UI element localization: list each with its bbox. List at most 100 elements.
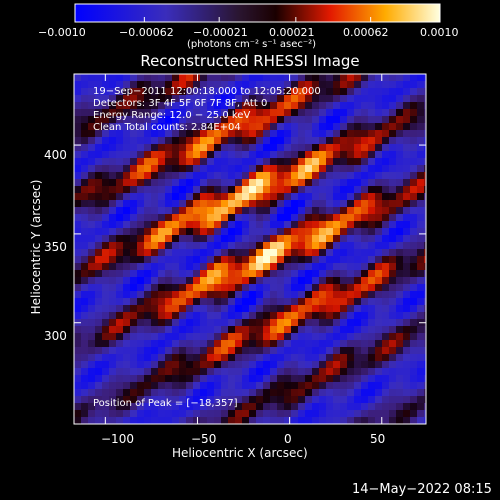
heatmap-cell (165, 305, 172, 312)
heatmap-cell (333, 172, 340, 179)
heatmap-cell (410, 333, 417, 340)
heatmap-cell (305, 326, 312, 333)
heatmap-cell (319, 158, 326, 165)
heatmap-cell (193, 81, 200, 88)
heatmap-cell (312, 249, 319, 256)
heatmap-cell (403, 165, 410, 172)
heatmap-cell (207, 270, 214, 277)
heatmap-cell (340, 305, 347, 312)
heatmap-cell (249, 207, 256, 214)
heatmap-cell (403, 382, 410, 389)
heatmap-cell (172, 319, 179, 326)
heatmap-cell (277, 312, 284, 319)
heatmap-cell (354, 137, 361, 144)
heatmap-cell (214, 277, 221, 284)
heatmap-cell (291, 319, 298, 326)
heatmap-cell (123, 242, 130, 249)
heatmap-cell (235, 368, 242, 375)
heatmap-cell (158, 151, 165, 158)
heatmap-cell (95, 186, 102, 193)
heatmap-cell (214, 347, 221, 354)
heatmap-cell (200, 410, 207, 417)
heatmap-cell (347, 207, 354, 214)
heatmap-cell (179, 151, 186, 158)
heatmap-cell (116, 270, 123, 277)
heatmap-cell (116, 179, 123, 186)
heatmap-cell (270, 340, 277, 347)
heatmap-cell (340, 284, 347, 291)
heatmap-cell (95, 88, 102, 95)
heatmap-cell (256, 88, 263, 95)
heatmap-cell (207, 333, 214, 340)
heatmap-cell (207, 214, 214, 221)
heatmap-cell (165, 382, 172, 389)
heatmap-cell (200, 214, 207, 221)
heatmap-cell (137, 256, 144, 263)
heatmap-cell (172, 277, 179, 284)
heatmap-cell (368, 88, 375, 95)
heatmap-cell (144, 74, 151, 81)
heatmap-cell (95, 291, 102, 298)
heatmap-cell (354, 200, 361, 207)
heatmap-cell (151, 361, 158, 368)
heatmap-cell (172, 116, 179, 123)
heatmap-cell (74, 81, 81, 88)
heatmap-cell (137, 81, 144, 88)
heatmap-cell (312, 347, 319, 354)
heatmap-cell (130, 263, 137, 270)
heatmap-cell (109, 382, 116, 389)
heatmap-cell (88, 137, 95, 144)
heatmap-cell (375, 95, 382, 102)
heatmap-cell (123, 186, 130, 193)
heatmap-cell (88, 165, 95, 172)
heatmap-cell (242, 102, 249, 109)
heatmap-cell (74, 312, 81, 319)
heatmap-cell (305, 382, 312, 389)
heatmap-cell (298, 403, 305, 410)
heatmap-cell (410, 242, 417, 249)
heatmap-cell (403, 74, 410, 81)
heatmap-cell (305, 312, 312, 319)
heatmap-cell (354, 179, 361, 186)
heatmap-cell (396, 144, 403, 151)
heatmap-cell (74, 88, 81, 95)
heatmap-cell (214, 179, 221, 186)
heatmap-cell (312, 109, 319, 116)
heatmap-cell (144, 298, 151, 305)
heatmap-cell (354, 354, 361, 361)
heatmap-cell (396, 165, 403, 172)
heatmap-cell (102, 270, 109, 277)
heatmap-cell (200, 95, 207, 102)
heatmap-cell (235, 81, 242, 88)
heatmap-cell (368, 249, 375, 256)
heatmap-cell (326, 88, 333, 95)
heatmap-cell (312, 263, 319, 270)
heatmap-cell (137, 74, 144, 81)
heatmap-cell (298, 151, 305, 158)
heatmap-cell (235, 228, 242, 235)
heatmap-cell (382, 200, 389, 207)
heatmap-cell (151, 368, 158, 375)
heatmap-cell (228, 305, 235, 312)
heatmap-cell (424, 130, 426, 137)
heatmap-cell (221, 256, 228, 263)
heatmap-cell (151, 165, 158, 172)
heatmap-cell (347, 263, 354, 270)
heatmap-cell (74, 284, 81, 291)
heatmap-cell (270, 109, 277, 116)
heatmap-cell (424, 277, 426, 284)
heatmap-cell (109, 235, 116, 242)
heatmap-cell (242, 130, 249, 137)
heatmap-cell (172, 312, 179, 319)
heatmap-cell (354, 333, 361, 340)
heatmap-cell (179, 144, 186, 151)
heatmap-cell (74, 256, 81, 263)
heatmap-cell (368, 263, 375, 270)
heatmap-cell (417, 368, 424, 375)
heatmap-cell (417, 410, 424, 417)
heatmap-cell (277, 123, 284, 130)
heatmap-cell (88, 403, 95, 410)
heatmap-cell (333, 144, 340, 151)
heatmap-cell (186, 116, 193, 123)
heatmap-cell (410, 340, 417, 347)
